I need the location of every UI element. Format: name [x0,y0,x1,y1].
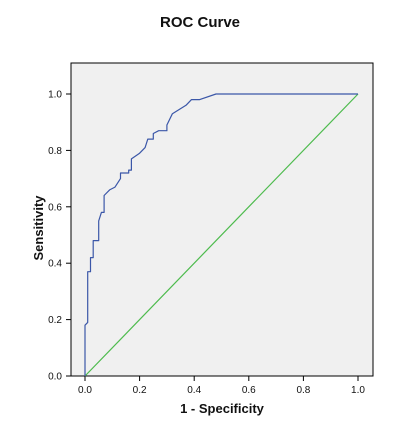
x-tick-label: 0.0 [78,385,92,396]
roc-curve-line [84,93,358,376]
chart-title: ROC Curve [160,14,240,31]
x-tick-label: 0.6 [242,385,256,396]
y-axis-label: Sensitivity [31,195,46,261]
x-tick-label: 0.4 [187,385,201,396]
x-tick-label: 0.8 [296,385,310,396]
x-tick-label: 0.2 [133,385,147,396]
y-tick-label: 1.0 [48,90,62,101]
y-tick-label: 0.4 [48,259,62,270]
reference-diagonal-line [84,93,359,377]
y-tick-label: 0.2 [48,315,62,326]
x-tick-label: 1.0 [351,385,365,396]
plot-area [70,62,374,377]
y-tick-label: 0.8 [48,146,62,157]
y-axis: 0.0 0.2 0.4 0.6 0.8 1.0 [48,90,71,383]
x-axis: 0.0 0.2 0.4 0.6 0.8 1.0 [78,376,365,396]
y-tick-label: 0.6 [48,202,62,213]
series-layer [84,93,359,377]
y-tick-label: 0.0 [48,372,62,383]
x-axis-label: 1 - Specificity [180,401,265,416]
